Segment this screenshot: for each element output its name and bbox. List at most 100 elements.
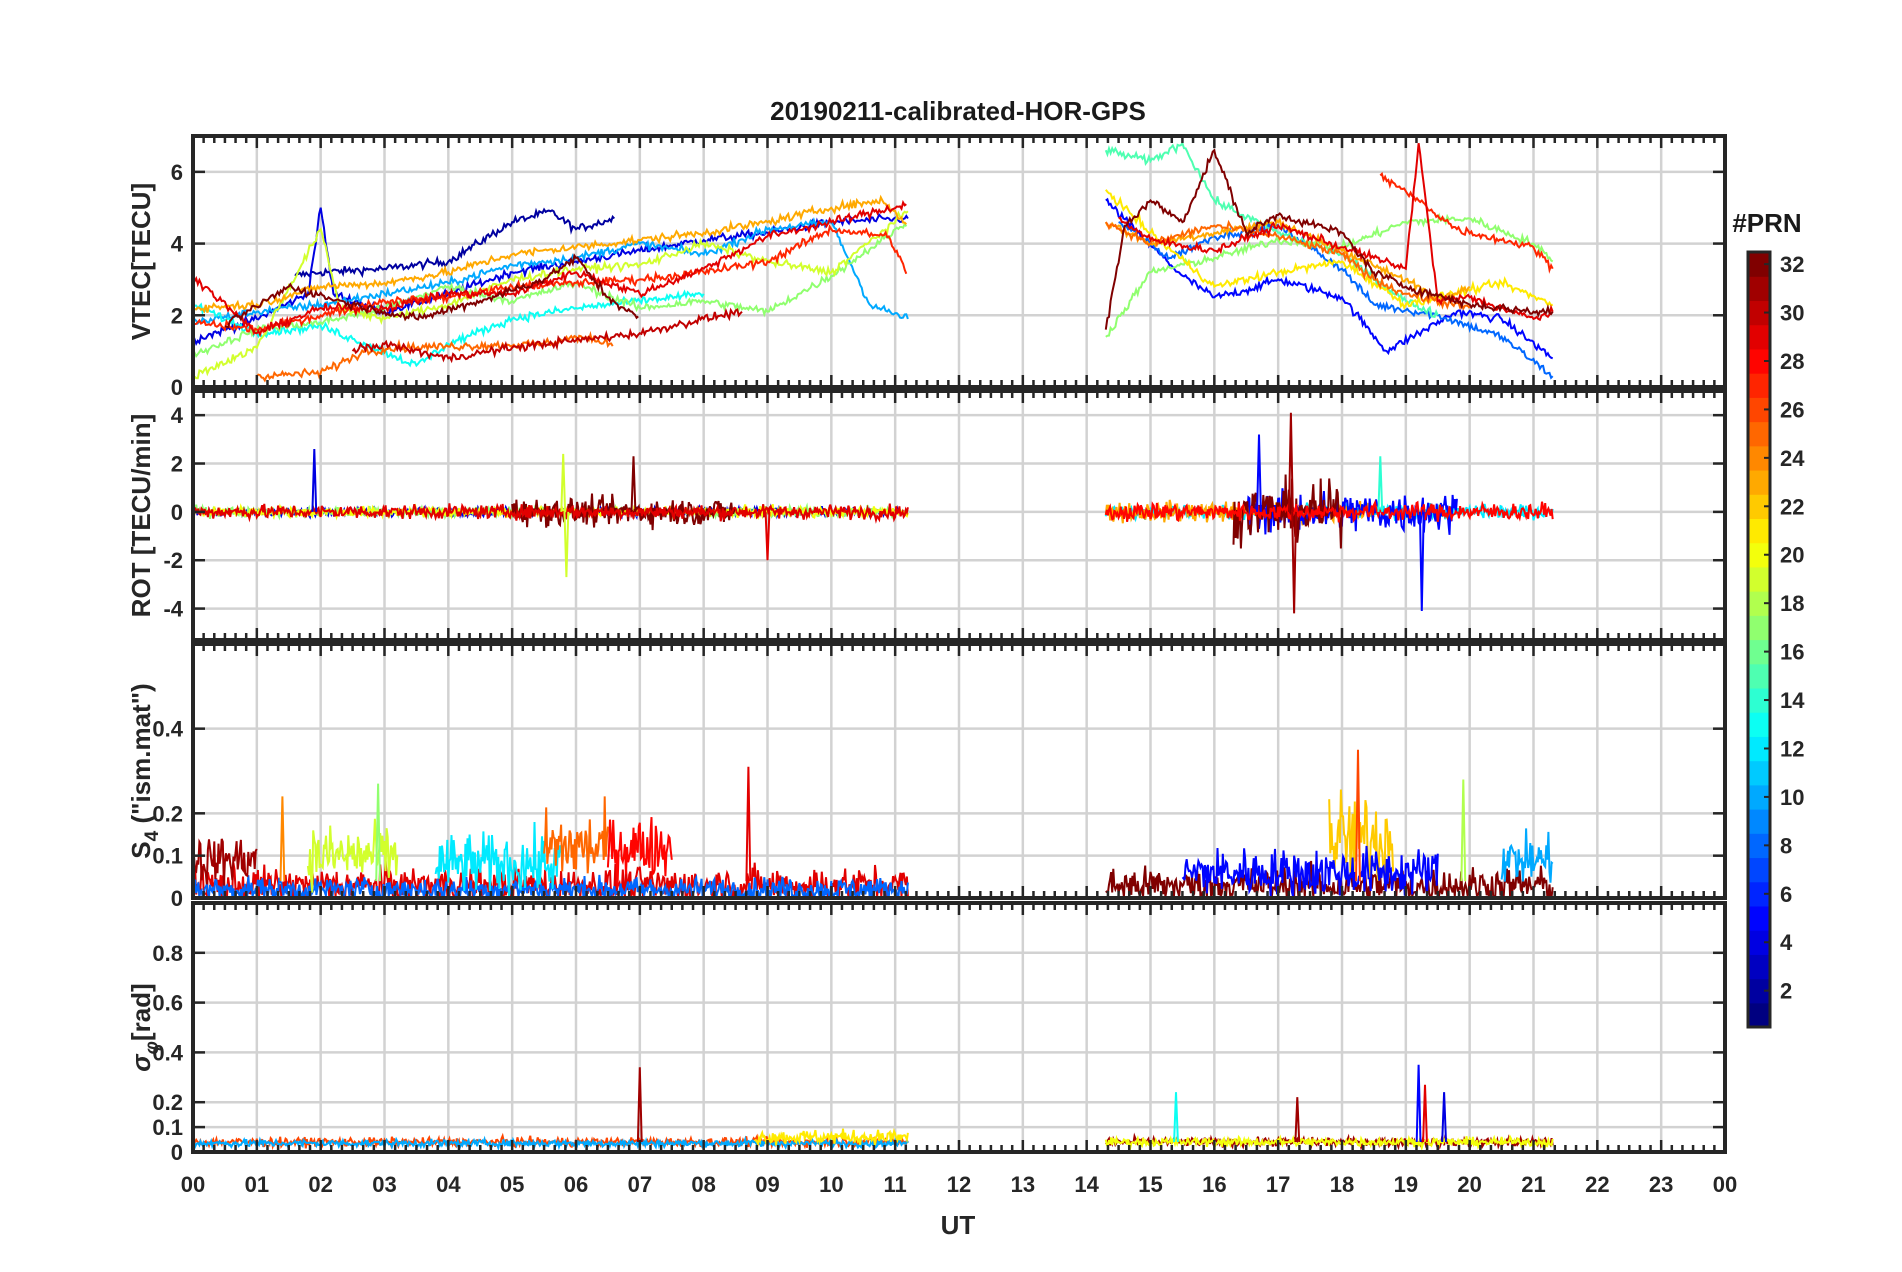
colorbar-segment (1748, 300, 1770, 326)
colorbar-segment (1748, 784, 1770, 810)
spike-prn-4 (1441, 1092, 1447, 1143)
spike-prn-4 (311, 448, 318, 512)
y-tick-label: 0.6 (152, 991, 183, 1016)
colorbar-segment (1748, 809, 1770, 834)
colorbar-segment (1748, 833, 1770, 859)
panel-vtec-ticks (191, 136, 1727, 389)
panel-sigma_phi: 00.10.2 0.4 0.6 0.8 σφ[rad] (126, 901, 1727, 1165)
y-tick-label: -2 (163, 548, 183, 573)
series-prn-32 (1105, 860, 1554, 898)
colorbar-segment (1748, 324, 1770, 350)
colorbar-segment (1748, 469, 1770, 495)
x-tick-label: 23 (1649, 1172, 1673, 1197)
colorbar-segment (1748, 397, 1770, 423)
x-tick-label: 22 (1585, 1172, 1609, 1197)
colorbar-tick-label: 20 (1780, 543, 1804, 568)
colorbar-segment (1748, 857, 1770, 883)
colorbar-tick-label: 8 (1780, 833, 1792, 858)
colorbar-segment (1748, 494, 1770, 520)
series-prn-5 (1181, 845, 1439, 897)
colorbar-segment (1748, 566, 1770, 592)
x-tick-label: 02 (308, 1172, 332, 1197)
colorbar-tick-label: 4 (1780, 930, 1793, 955)
spike-prn-5 (1418, 511, 1425, 612)
x-tick-label: 20 (1457, 1172, 1481, 1197)
colorbar-tick-label: 14 (1780, 688, 1805, 713)
x-tick-label: 18 (1330, 1172, 1354, 1197)
colorbar-tick-label: 6 (1780, 882, 1792, 907)
y-tick-label: 0.4 (152, 1040, 183, 1065)
panel-s4-ticks (191, 644, 1727, 900)
series-prn-13 (193, 289, 705, 368)
spike-prn-29 (1422, 1084, 1428, 1143)
spike-prn-13 (1173, 1092, 1179, 1143)
panel-rot-ticks (191, 391, 1727, 640)
x-tick-label: 00 (181, 1172, 205, 1197)
y-axis-label-rot: ROT [TECU/min] (126, 414, 156, 618)
y-tick-label: 2 (171, 452, 183, 477)
colorbar-title: #PRN (1732, 208, 1801, 238)
spike-prn-5 (1256, 434, 1262, 512)
spike-prn-31 (1294, 1097, 1301, 1143)
x-tick-label: 17 (1266, 1172, 1290, 1197)
colorbar-segment (1748, 421, 1770, 447)
panel-vtec-data (193, 141, 1554, 383)
panel-rot-data (193, 412, 1554, 614)
colorbar-segment (1748, 373, 1770, 398)
y-tick-label: 0 (171, 1140, 183, 1165)
colorbar-segment (1748, 905, 1770, 931)
y-tick-label: 0.4 (152, 717, 183, 742)
x-axis-label: UT (941, 1210, 976, 1240)
spike-prn-19 (563, 511, 570, 578)
y-tick-label: 6 (171, 160, 183, 185)
y-tick-label: 0 (171, 886, 183, 911)
panel-s4: 0 0.1 0.2 0.4S4 ("ism.mat") (126, 642, 1727, 911)
x-tick-label: 12 (947, 1172, 971, 1197)
colorbar-segment (1748, 348, 1770, 374)
colorbar-tick-label: 32 (1780, 252, 1804, 277)
y-tick-label: 0.2 (152, 1090, 183, 1115)
panel-sigma_phi-grid (191, 903, 1727, 1154)
y-tick-label: -4 (163, 597, 183, 622)
colorbar-segment (1748, 1002, 1770, 1028)
x-tick-label: 10 (819, 1172, 843, 1197)
x-tick-label: 19 (1394, 1172, 1418, 1197)
panel-s4-grid (191, 644, 1727, 900)
y-tick-label: 0 (171, 375, 183, 400)
x-tick-label: 08 (691, 1172, 715, 1197)
spike-prn-31 (1288, 412, 1294, 512)
y-tick-label: 0.1 (152, 844, 183, 869)
y-axis-label-sigma_phi: σφ[rad] (126, 983, 163, 1071)
spike-prn-19 (560, 453, 567, 512)
x-tick-label: 15 (1138, 1172, 1162, 1197)
colorbar-segment (1748, 736, 1770, 762)
spike-prn-31 (1291, 511, 1297, 614)
colorbar-segment (1748, 954, 1770, 980)
spike-prn-32 (630, 456, 637, 512)
series-prn-20 (1104, 1134, 1554, 1152)
series-prn-32 (224, 148, 1554, 330)
spike-prn-24 (279, 796, 286, 882)
x-tick-label: 04 (436, 1172, 461, 1197)
x-tick-label: 21 (1521, 1172, 1545, 1197)
colorbar-tick-label: 18 (1780, 591, 1804, 616)
spike-prn-31 (636, 1067, 643, 1143)
colorbar-segment (1748, 639, 1770, 665)
y-tick-label: 0.2 (152, 801, 183, 826)
series-prn-21 (754, 1128, 909, 1148)
x-tick-label: 03 (372, 1172, 396, 1197)
series-prn-21 (1105, 189, 1554, 311)
colorbar-segment (1748, 663, 1770, 689)
y-tick-label: 2 (171, 303, 183, 328)
spike-prn-17 (375, 783, 381, 882)
panel-sigma_phi-ticks (191, 903, 1727, 1154)
y-tick-label: 0 (171, 500, 183, 525)
series-prn-12 (434, 821, 565, 897)
x-tick-label: 09 (755, 1172, 779, 1197)
colorbar-segment (1748, 276, 1770, 302)
colorbar-tick-label: 12 (1780, 736, 1804, 761)
